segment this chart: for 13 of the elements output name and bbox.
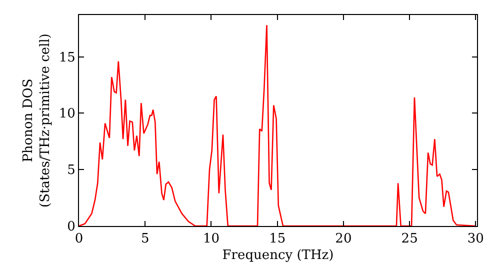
y-tick-label: 10 <box>58 106 76 122</box>
x-axis-title: Frequency (THz) <box>222 248 334 264</box>
x-tick-label: 20 <box>335 232 352 247</box>
y-tick-label: 0 <box>67 220 76 235</box>
y-axis-title: Phonon DOS (States/THz·primitive cell) <box>20 33 53 208</box>
x-tick-label: 30 <box>467 232 484 247</box>
x-tick-label: 15 <box>269 232 286 247</box>
x-tick-label: 10 <box>202 232 220 247</box>
y-tick-label: 5 <box>67 163 76 178</box>
line-series <box>79 24 476 226</box>
x-tick-label: 5 <box>140 232 150 247</box>
y-tick-label: 15 <box>58 50 76 66</box>
x-tick-label: 25 <box>401 232 418 247</box>
